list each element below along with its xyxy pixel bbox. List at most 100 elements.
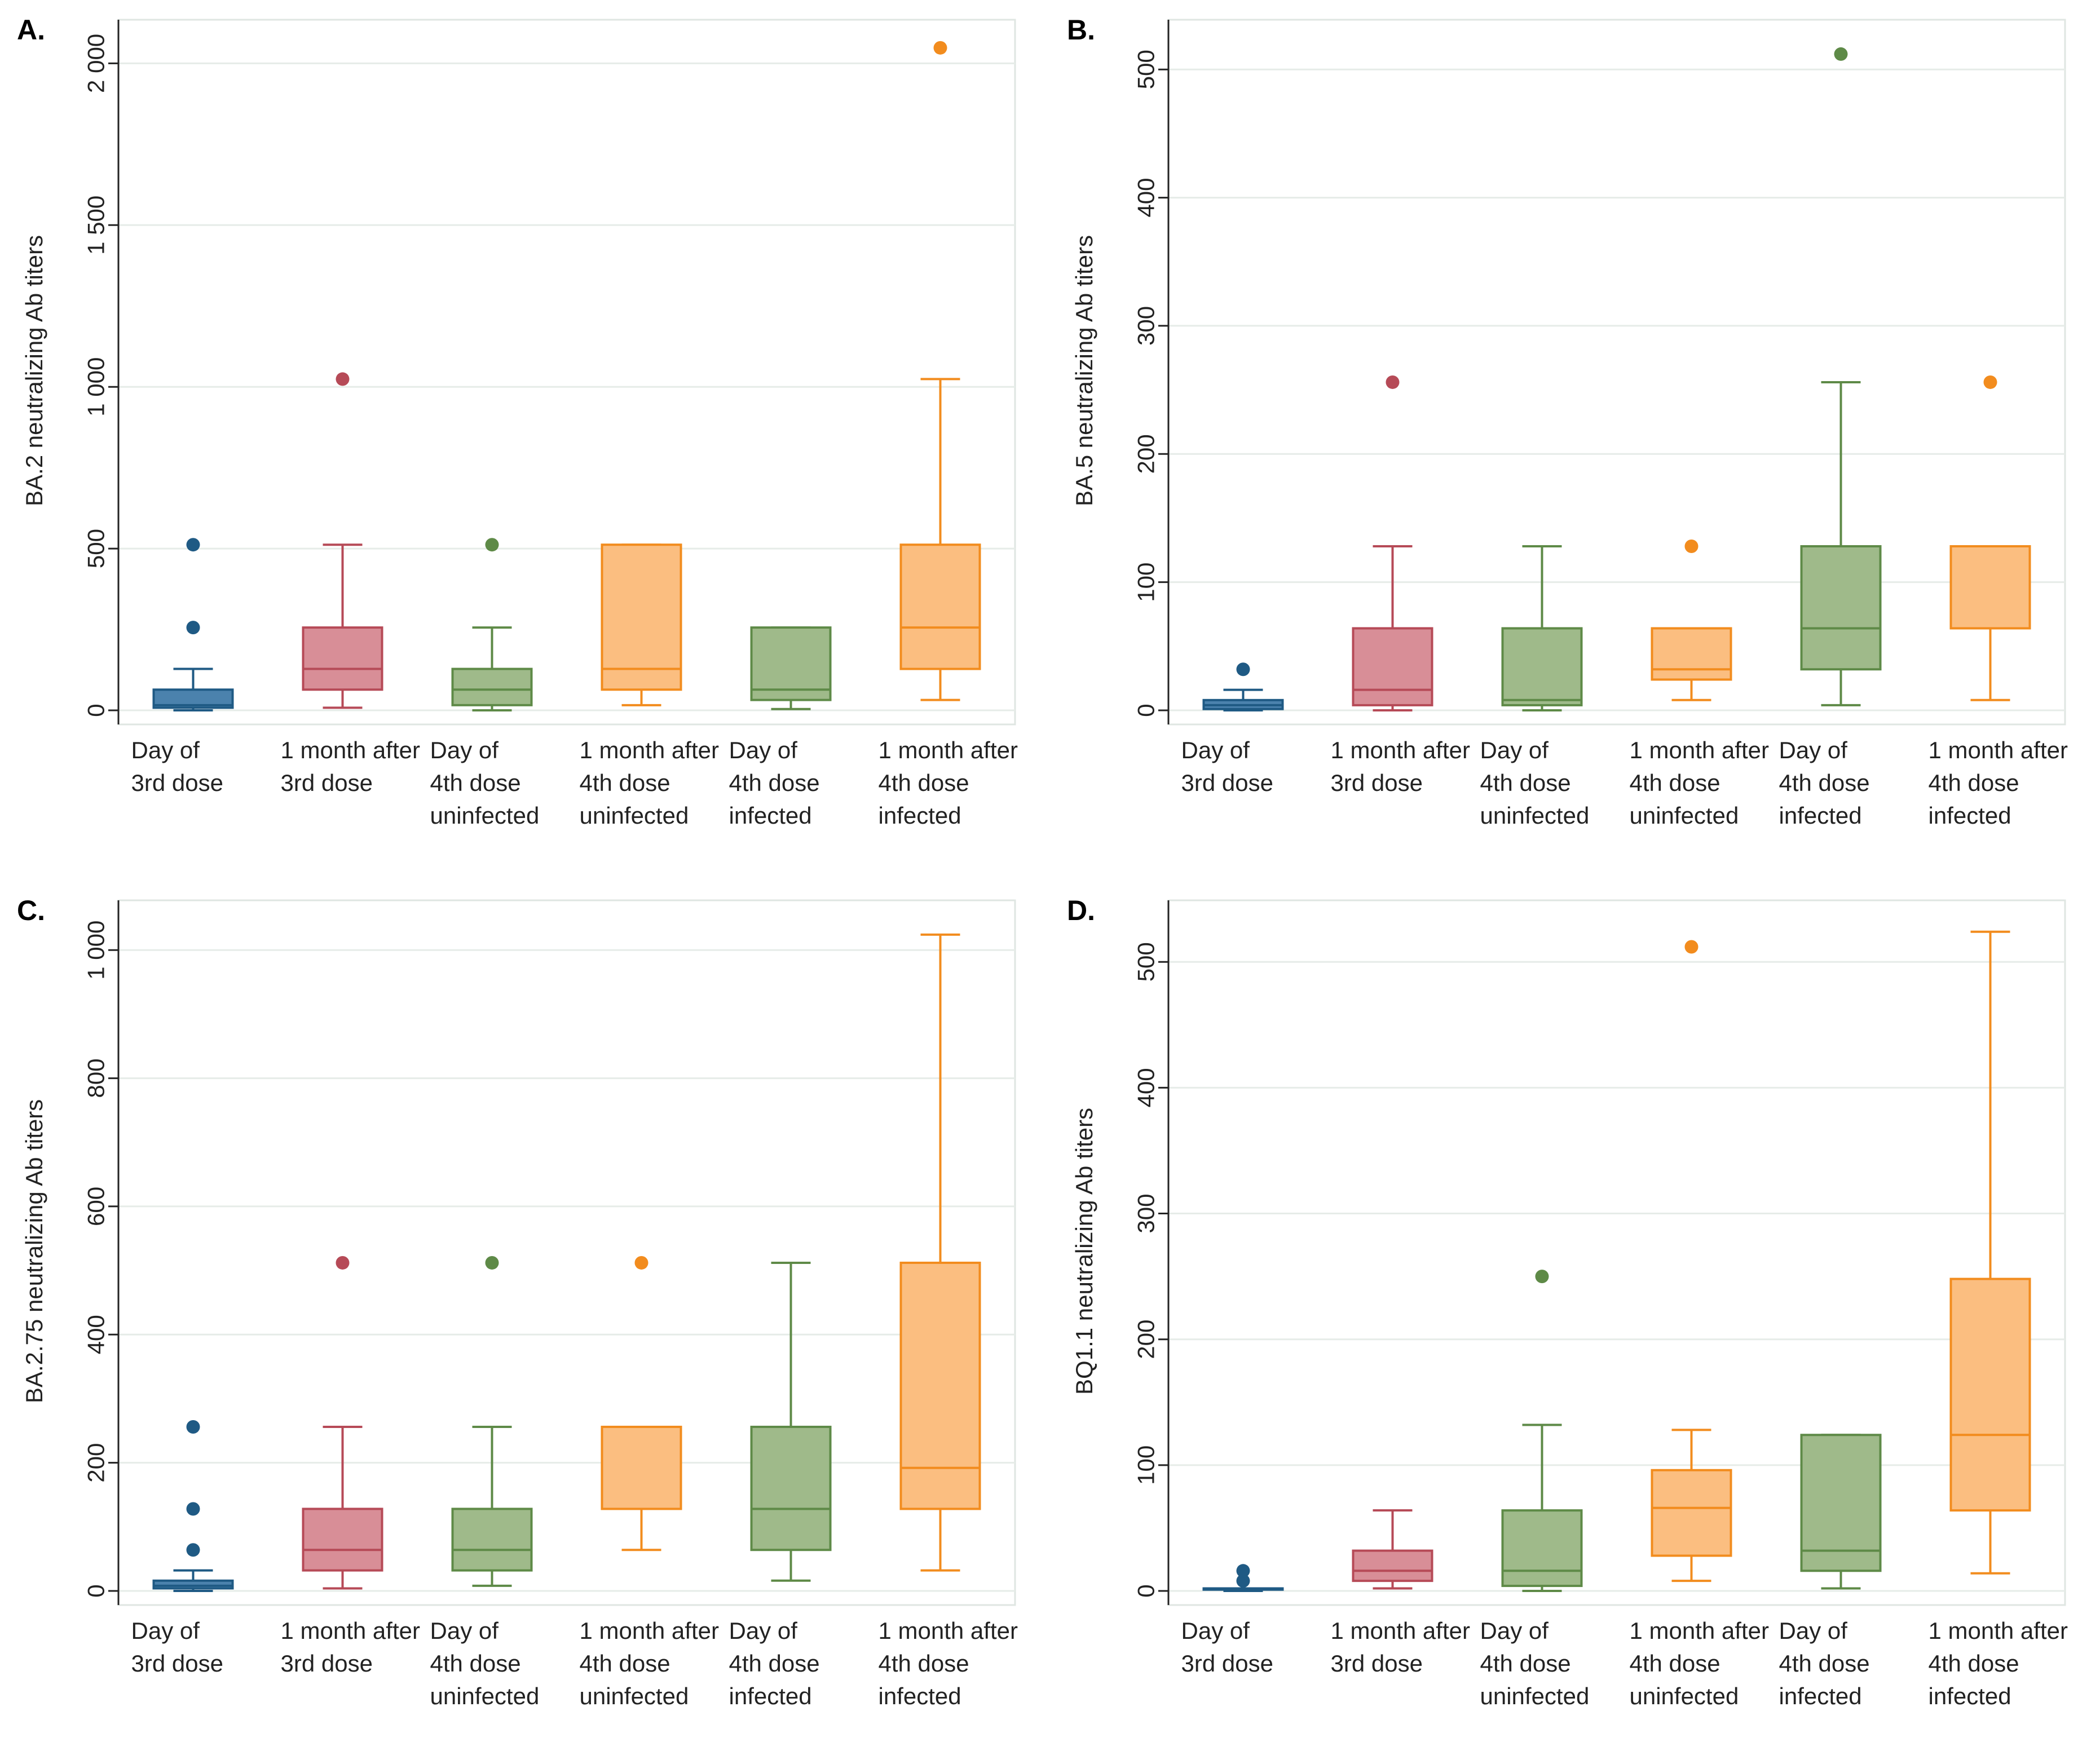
panel-background <box>1050 881 2100 1761</box>
category-label: Day of 4th dose uninfected <box>430 737 540 829</box>
chart-a: 0 500 1 000 1 500 2 000 BA.2 neutralizing Ab … <box>0 0 1050 881</box>
outlier-point <box>1684 539 1698 553</box>
panel-d: 0 100 200 300 400 500 BQ1.1 neutralizing Ab ti… <box>1050 881 2100 1761</box>
outlier-point <box>186 1420 200 1434</box>
panel-letter: D. <box>1067 895 1095 926</box>
y-tick-label: 500 <box>1133 50 1159 89</box>
box-iqr <box>1800 545 1882 671</box>
box-group <box>1800 1434 1882 1590</box>
category-label-line: 4th dose <box>1480 1650 1571 1677</box>
box-iqr <box>1651 627 1732 681</box>
y-tick-label: 500 <box>1133 942 1159 982</box>
category-label-line: 1 month after <box>281 737 420 763</box>
y-tick-label: 400 <box>1133 1068 1159 1107</box>
category-label-line: 1 month after <box>1331 1617 1470 1644</box>
category-label-line: Day of <box>131 1617 200 1644</box>
category-label-line: Day of <box>1181 1617 1250 1644</box>
category-label: Day of 4th dose infected <box>1779 737 1870 829</box>
y-axis-title: BA.2 neutralizing Ab titers <box>21 235 47 506</box>
box-group <box>302 372 383 709</box>
outlier-point <box>1386 375 1400 389</box>
category-label-line: 3rd dose <box>1331 1650 1423 1677</box>
category-label-line: uninfected <box>580 1683 689 1709</box>
box-group <box>1949 930 2031 1575</box>
box-iqr <box>1501 1509 1583 1588</box>
category-label-line: 4th dose <box>430 770 521 796</box>
category-label-line: 4th dose <box>430 1650 521 1677</box>
category-label-line: 1 month after <box>1331 737 1470 763</box>
y-tick-label: 100 <box>1133 1445 1159 1485</box>
box-group <box>152 538 234 711</box>
box-iqr <box>601 1425 682 1510</box>
category-label-line: 1 month after <box>580 1617 719 1644</box>
category-label: Day of 3rd dose <box>131 1617 223 1677</box>
y-tick-label: 600 <box>83 1187 109 1226</box>
category-label-line: 3rd dose <box>281 1650 373 1677</box>
category-label-line: infected <box>879 802 961 829</box>
box-group <box>451 538 533 711</box>
category-label-line: 3rd dose <box>131 1650 223 1677</box>
box-group <box>1352 375 1433 711</box>
category-label-line: 4th dose <box>580 1650 670 1677</box>
category-label-line: 3rd dose <box>281 770 373 796</box>
category-label-line: 4th dose <box>1929 770 2019 796</box>
category-label-line: 4th dose <box>1480 770 1571 796</box>
y-tick-label: 300 <box>1133 1194 1159 1234</box>
category-label: 1 month after 4th dose uninfected <box>580 737 719 829</box>
category-label-line: uninfected <box>1630 802 1739 829</box>
y-tick-label: 0 <box>1133 704 1159 717</box>
box-group <box>601 543 682 706</box>
category-label-line: 1 month after <box>879 737 1018 763</box>
category-label: 1 month after 4th dose infected <box>879 1617 1018 1709</box>
category-label-line: Day of <box>131 737 200 763</box>
category-label-line: uninfected <box>1480 1683 1590 1709</box>
box-iqr <box>1949 1277 2031 1512</box>
category-label-line: uninfected <box>580 802 689 829</box>
box-iqr <box>899 1261 981 1510</box>
box-group <box>1352 1509 1433 1590</box>
category-label: Day of 4th dose uninfected <box>430 1617 540 1709</box>
box-iqr <box>601 543 682 691</box>
category-label: 1 month after 4th dose uninfected <box>580 1617 719 1709</box>
category-label-line: 4th dose <box>1779 770 1870 796</box>
box-iqr <box>1352 1549 1433 1582</box>
box-iqr <box>1651 1469 1732 1557</box>
outlier-point <box>1236 1574 1250 1588</box>
category-label-line: Day of <box>1480 1617 1549 1644</box>
outlier-point <box>186 621 200 635</box>
category-label: Day of 4th dose infected <box>729 737 820 829</box>
box-group <box>1651 539 1732 701</box>
box-group <box>1949 375 2031 701</box>
y-tick-label: 400 <box>83 1315 109 1354</box>
category-label-line: Day of <box>1779 1617 1848 1644</box>
chart-d: 0 100 200 300 400 500 BQ1.1 neutralizing Ab ti… <box>1050 881 2100 1761</box>
category-label-line: Day of <box>430 737 499 763</box>
outlier-point <box>485 1255 499 1270</box>
y-tick-label: 0 <box>83 1584 109 1597</box>
y-axis-title: BA.5 neutralizing Ab titers <box>1071 235 1097 506</box>
box-group <box>1501 1270 1583 1592</box>
chart-b: 0 100 200 300 400 500 BA.5 neutralizing Ab tit… <box>1050 0 2100 881</box>
outlier-point <box>1684 940 1698 954</box>
category-label: Day of 3rd dose <box>131 737 223 796</box>
panel-letter: C. <box>17 895 45 926</box>
box-iqr <box>750 626 832 701</box>
category-label: Day of 4th dose uninfected <box>1480 737 1590 829</box>
category-label-line: 1 month after <box>1630 1617 1769 1644</box>
box-group <box>1800 47 1882 706</box>
category-label-line: infected <box>1929 1683 2011 1709</box>
outlier-point <box>1834 47 1848 61</box>
category-label-line: 1 month after <box>580 737 719 763</box>
category-label-line: 1 month after <box>879 1617 1018 1644</box>
category-label-line: 1 month after <box>281 1617 420 1644</box>
box-iqr <box>1800 1434 1882 1572</box>
category-label-line: Day of <box>729 1617 798 1644</box>
category-label: Day of 4th dose infected <box>1779 1617 1870 1709</box>
category-label-line: 4th dose <box>1779 1650 1870 1677</box>
y-tick-label: 200 <box>1133 434 1159 474</box>
box-iqr <box>152 1579 234 1590</box>
category-label: 1 month after 3rd dose <box>281 1617 420 1677</box>
category-label: 1 month after 4th dose uninfected <box>1630 737 1769 829</box>
category-label-line: uninfected <box>1480 802 1590 829</box>
y-tick-label: 400 <box>1133 178 1159 218</box>
